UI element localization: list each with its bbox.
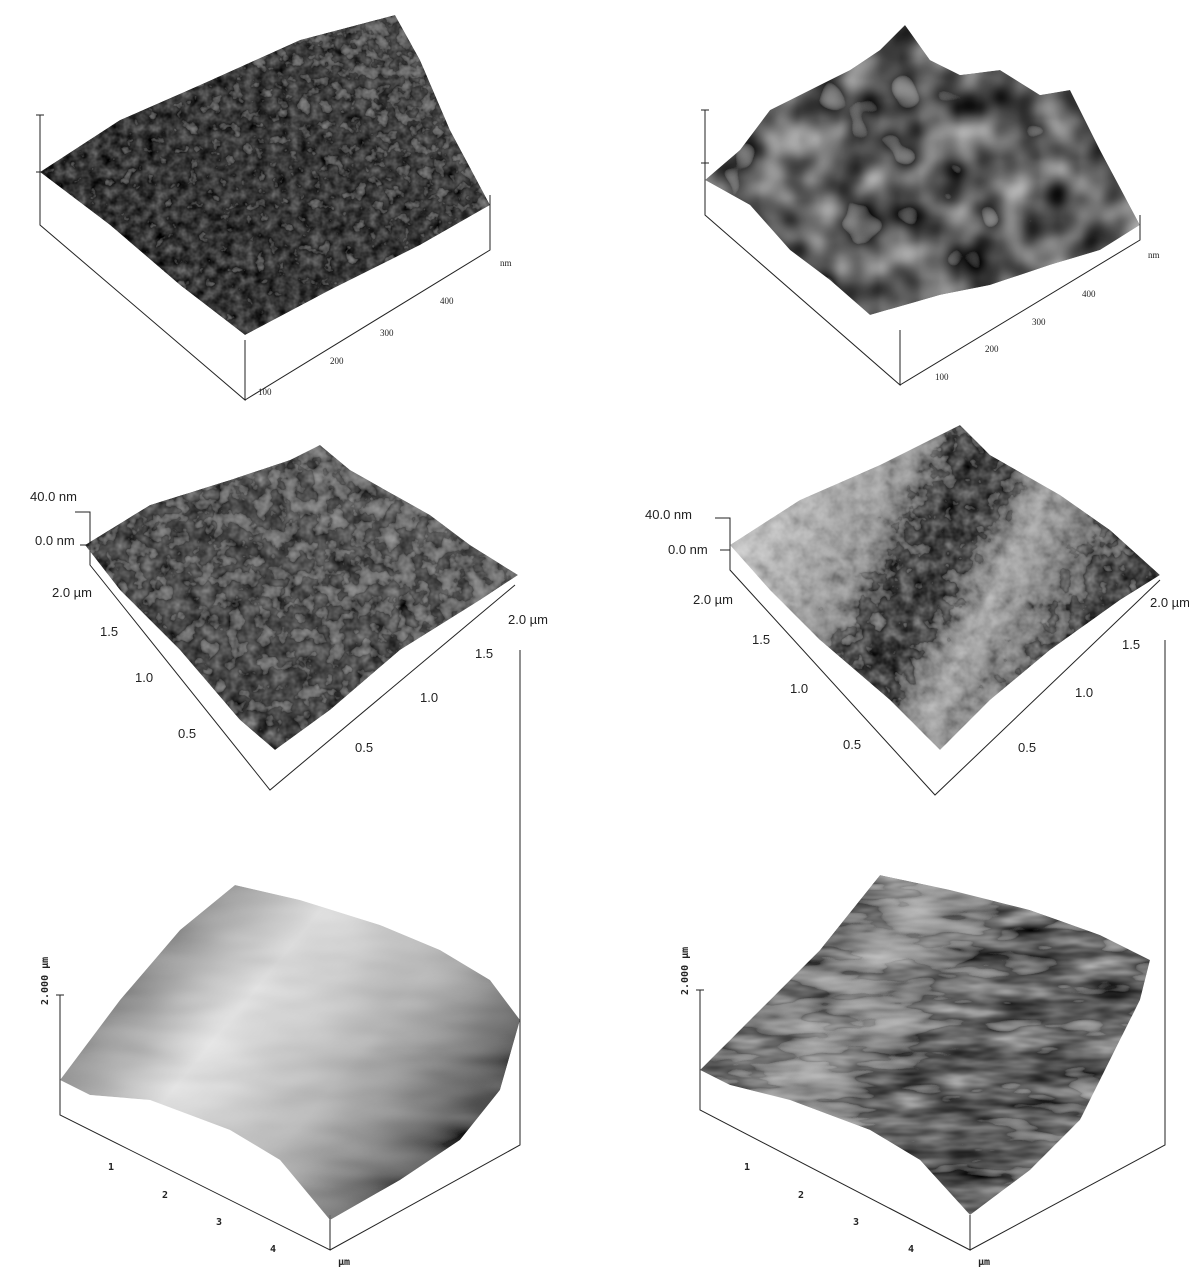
tick-label: 2.0 µm <box>1150 595 1189 610</box>
tick-label: 1 <box>108 1162 114 1173</box>
tick-label: 2 <box>798 1190 804 1201</box>
tick-label: 4 <box>270 1244 276 1255</box>
surface <box>730 425 1160 750</box>
tick-label: 1.0 <box>420 690 438 705</box>
z-label: 2.000 µm <box>680 947 691 995</box>
tick-label: 1.0 <box>1075 685 1093 700</box>
surface <box>700 875 1150 1215</box>
tick-label: 300 <box>1032 317 1046 327</box>
surface <box>85 445 518 750</box>
tick-label: 200 <box>330 356 344 366</box>
tick-label: 3 <box>216 1217 222 1228</box>
panel-2: nm 100 200 300 400 <box>701 25 1160 385</box>
surface <box>40 15 490 335</box>
tick-label: 0.5 <box>1018 740 1036 755</box>
page: nm 100 200 300 400 nm 100 200 300 400 40… <box>0 0 1189 1267</box>
tick-label: 2.0 µm <box>52 585 92 600</box>
tick-label: 400 <box>1082 289 1096 299</box>
panel-3: 40.0 nm 0.0 nm 2.0 µm 1.5 1.0 0.5 0.5 1.… <box>30 445 548 790</box>
tick-label: 300 <box>380 328 394 338</box>
tick-label: 100 <box>258 387 272 397</box>
panel-1: nm 100 200 300 400 <box>36 15 512 400</box>
figure: nm 100 200 300 400 nm 100 200 300 400 40… <box>0 0 1189 1267</box>
z-label: 2.000 µm <box>40 957 51 1005</box>
panel-4: 40.0 nm 0.0 nm 2.0 µm 1.5 1.0 0.5 0.5 1.… <box>645 425 1189 795</box>
unit-label: nm <box>500 258 512 268</box>
unit-label: µm <box>338 1257 350 1267</box>
tick-label: 1.5 <box>475 646 493 661</box>
tick-label: 1.5 <box>752 632 770 647</box>
unit-label: nm <box>1148 250 1160 260</box>
panel-6: 2.000 µm 1 2 3 4 µm <box>680 640 1165 1267</box>
tick-label: 0.5 <box>178 726 196 741</box>
tick-label: 1.0 <box>790 681 808 696</box>
tick-label: 2 <box>162 1190 168 1201</box>
tick-label: 400 <box>440 296 454 306</box>
z-label: 40.0 nm <box>30 489 77 504</box>
tick-label: 0.5 <box>843 737 861 752</box>
tick-label: 1.0 <box>135 670 153 685</box>
tick-label: 0.5 <box>355 740 373 755</box>
tick-label: 2.0 µm <box>508 612 548 627</box>
tick-label: 100 <box>935 372 949 382</box>
tick-label: 1.5 <box>1122 637 1140 652</box>
tick-label: 4 <box>908 1244 914 1255</box>
tick-label: 3 <box>853 1217 859 1228</box>
tick-label: 200 <box>985 344 999 354</box>
unit-label: µm <box>978 1257 990 1267</box>
tick-label: 1.5 <box>100 624 118 639</box>
tick-label: 1 <box>744 1162 750 1173</box>
surface <box>60 885 520 1220</box>
z-label: 0.0 nm <box>668 542 708 557</box>
tick-label: 2.0 µm <box>693 592 733 607</box>
z-label: 0.0 nm <box>35 533 75 548</box>
z-label: 40.0 nm <box>645 507 692 522</box>
